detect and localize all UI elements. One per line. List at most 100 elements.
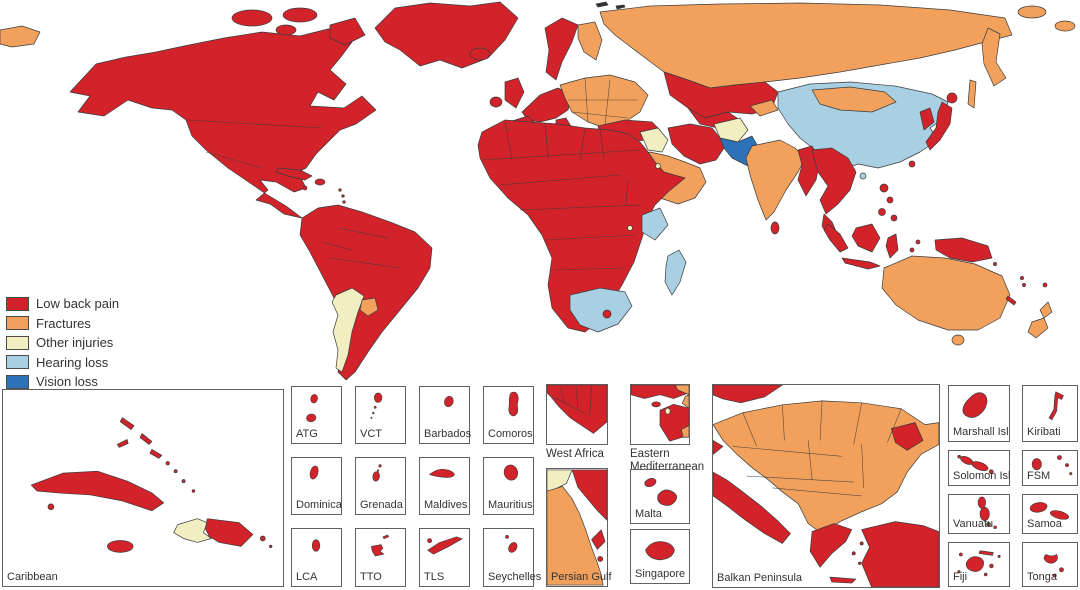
vanuatu-island <box>980 507 990 520</box>
emed-orange-east <box>682 395 689 409</box>
balkan-orange-mass <box>713 401 939 534</box>
region-africa <box>478 120 685 332</box>
west-africa-borders <box>553 387 592 416</box>
marshall-island <box>963 393 987 418</box>
inset-singapore: Singapore <box>630 529 690 584</box>
emed-orange-ne <box>675 385 689 395</box>
balkan-aegean-island <box>860 542 863 545</box>
fiji-island <box>966 557 984 572</box>
vanuatu-island <box>994 526 997 529</box>
lca-island <box>312 540 320 552</box>
pgulf-iraq <box>547 470 572 491</box>
region-djibouti <box>656 164 661 169</box>
caribbean-bahamas <box>166 461 170 465</box>
region-scandinavia <box>545 18 578 80</box>
inset-tto: TTO <box>355 528 406 587</box>
solomon-island <box>958 455 961 458</box>
region-kamchatka <box>982 28 1006 86</box>
region-new-guinea <box>935 238 992 262</box>
inset-tonga: Tonga <box>1022 542 1078 587</box>
tls-island <box>427 539 431 543</box>
fiji-island <box>990 564 994 568</box>
region-uruguay <box>360 298 378 316</box>
inset-malta: Malta <box>630 469 690 524</box>
region-arctic-russia <box>1055 21 1075 31</box>
samoa-island <box>1029 501 1047 513</box>
inset-marshall: Marshall Isl <box>948 385 1010 442</box>
pgulf-saudi <box>547 486 603 585</box>
region-lesser-antilles <box>339 189 342 192</box>
region-jamaica <box>303 186 307 190</box>
region-new-zealand <box>1040 302 1052 318</box>
emed-label-line1: Eastern <box>630 448 670 460</box>
inset-tls: TLS <box>419 528 470 587</box>
singapore-island <box>646 542 675 560</box>
legend: Low back pain Fractures Other injuries H… <box>6 296 119 394</box>
na-internal-borders <box>188 120 322 168</box>
balkan-moldova <box>891 423 923 451</box>
caribbean-dominican-republic <box>205 519 253 547</box>
region-pacific-islands <box>993 262 1047 287</box>
inset-fsm: FSM <box>1022 450 1078 486</box>
inset-persian-gulf: Persian Gulf <box>546 468 612 587</box>
vct-island <box>371 417 372 418</box>
inset-maldives: Maldives <box>419 457 470 515</box>
inset-solomon: Solomon Isl <box>948 450 1010 486</box>
region-mongolia <box>812 87 896 112</box>
fiji-island <box>984 573 987 576</box>
vanuatu-island <box>986 522 990 526</box>
region-hainan <box>860 173 866 179</box>
grenada-island <box>377 470 379 472</box>
region-eastern-europe <box>560 75 648 128</box>
emed-yellow-spot <box>665 408 670 414</box>
region-russia <box>600 3 1012 88</box>
region-arctic-islands <box>283 8 317 22</box>
inset-west-africa <box>546 384 608 445</box>
malta-main <box>658 490 677 506</box>
legend-item: Other injuries <box>6 335 119 350</box>
seychelles-island <box>506 535 509 538</box>
region-chukotka <box>0 26 40 47</box>
pgulf-iran <box>572 470 607 520</box>
legend-label: Low back pain <box>36 296 120 311</box>
balkan-aegean-island <box>858 562 861 565</box>
caribbean-bahamas <box>192 490 195 493</box>
barbados-island <box>443 395 455 408</box>
region-australia <box>882 256 1010 330</box>
tonga-island <box>1053 574 1056 577</box>
region-south-africa <box>570 288 632 332</box>
caribbean-haiti <box>174 519 212 543</box>
tonga-island <box>1044 554 1058 563</box>
inset-mauritius: Mauritius <box>483 457 534 515</box>
region-iran <box>668 124 724 164</box>
legend-label: Other injuries <box>36 335 114 350</box>
fsm-island <box>1070 472 1072 474</box>
mauritius-island <box>502 463 519 481</box>
region-arctic-russia <box>1018 6 1046 18</box>
eu-internal-borders <box>568 78 638 125</box>
region-lesotho <box>603 310 611 318</box>
region-philippines <box>879 184 898 221</box>
world-map <box>0 0 1080 385</box>
atg-island <box>306 413 317 422</box>
tto-trinidad <box>371 545 383 557</box>
region-greenland <box>375 2 518 68</box>
region-new-caledonia <box>1006 296 1016 305</box>
region-hispaniola <box>315 179 325 185</box>
fsm-island <box>1032 459 1041 470</box>
inset-samoa: Samoa <box>1022 494 1078 534</box>
region-taiwan <box>909 161 915 167</box>
region-madagascar <box>665 250 686 295</box>
inset-west-africa-label: West Africa <box>546 448 604 460</box>
region-south-america <box>300 205 432 380</box>
legend-item: Low back pain <box>6 296 119 311</box>
region-sumatra <box>824 224 848 252</box>
seychelles-island <box>507 541 519 554</box>
africa-internal-borders <box>482 122 640 270</box>
balkan-greece <box>810 524 852 568</box>
region-arctic-islands <box>232 10 272 26</box>
inset-fiji: Fiji <box>948 542 1010 587</box>
caribbean-jamaica <box>107 540 133 552</box>
region-hokkaido <box>947 93 957 103</box>
region-uk <box>505 78 524 108</box>
